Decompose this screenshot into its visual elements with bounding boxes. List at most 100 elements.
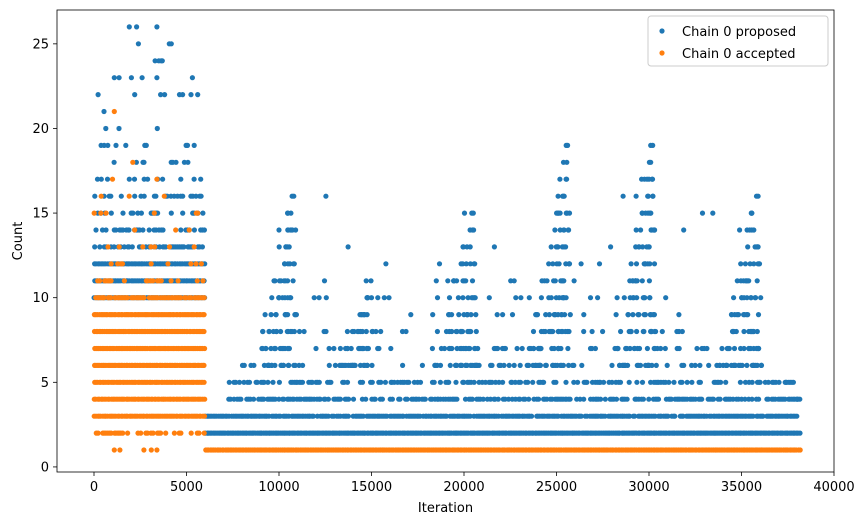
proposed-point	[201, 227, 207, 233]
proposed-point	[710, 210, 716, 216]
proposed-point	[453, 328, 459, 335]
proposed-point	[717, 362, 723, 368]
proposed-point	[783, 379, 789, 385]
proposed-point	[430, 312, 436, 318]
proposed-point	[794, 413, 800, 419]
proposed-point	[577, 396, 583, 402]
proposed-point	[131, 176, 138, 182]
proposed-point	[596, 261, 603, 267]
proposed-point	[672, 413, 678, 419]
proposed-point	[292, 312, 298, 318]
proposed-point	[469, 396, 475, 402]
legend-box	[647, 15, 829, 67]
proposed-point	[246, 379, 253, 385]
accepted-point	[98, 193, 104, 199]
proposed-point	[738, 261, 744, 267]
proposed-point	[241, 362, 247, 368]
proposed-point	[699, 210, 706, 216]
accepted-point	[103, 210, 109, 216]
proposed-point	[446, 312, 452, 318]
proposed-point	[406, 379, 412, 385]
proposed-point	[419, 362, 425, 368]
proposed-point	[563, 379, 569, 385]
proposed-point	[276, 396, 282, 402]
proposed-point	[519, 345, 525, 352]
proposed-point	[731, 345, 738, 352]
plot-area-frame	[56, 9, 835, 473]
proposed-point	[178, 176, 184, 182]
proposed-point	[154, 75, 160, 81]
proposed-point	[309, 379, 315, 385]
proposed-point	[128, 75, 134, 81]
proposed-point	[747, 227, 753, 233]
proposed-point	[111, 159, 117, 165]
proposed-point	[460, 261, 466, 267]
proposed-point	[566, 362, 572, 368]
accepted-point	[175, 278, 181, 284]
proposed-point	[251, 362, 257, 368]
proposed-point	[436, 261, 443, 267]
proposed-point	[694, 345, 700, 352]
proposed-point	[460, 295, 466, 301]
proposed-point	[554, 362, 560, 368]
accepted-point	[797, 447, 803, 453]
proposed-point	[447, 362, 453, 368]
proposed-point	[98, 176, 104, 182]
proposed-point	[191, 142, 197, 148]
proposed-point	[132, 92, 138, 98]
proposed-point	[564, 176, 570, 182]
proposed-point	[751, 227, 757, 233]
proposed-point	[552, 227, 558, 233]
proposed-point	[134, 24, 140, 30]
proposed-point	[180, 92, 186, 98]
proposed-point	[541, 379, 547, 385]
proposed-point	[369, 328, 375, 335]
proposed-point	[639, 278, 645, 284]
proposed-point	[704, 345, 710, 352]
proposed-point	[543, 362, 549, 368]
proposed-point	[719, 345, 725, 352]
proposed-point	[602, 396, 608, 402]
proposed-point	[445, 278, 451, 284]
accepted-point	[198, 261, 204, 267]
proposed-point	[556, 295, 562, 301]
proposed-point	[571, 362, 577, 368]
proposed-point	[461, 379, 467, 385]
proposed-point	[640, 244, 646, 250]
proposed-point	[749, 210, 755, 216]
proposed-point	[351, 362, 357, 368]
proposed-point	[571, 379, 577, 385]
proposed-point	[261, 379, 267, 385]
y-axis-label: Count	[11, 222, 26, 261]
proposed-point	[455, 295, 461, 301]
proposed-point	[538, 345, 544, 352]
proposed-point	[454, 278, 460, 284]
proposed-point	[121, 244, 127, 250]
proposed-point	[326, 362, 332, 368]
proposed-point	[731, 295, 737, 301]
proposed-point	[647, 261, 653, 267]
proposed-point	[559, 312, 565, 318]
proposed-point	[511, 278, 517, 284]
proposed-point	[160, 176, 166, 182]
proposed-point	[446, 379, 452, 385]
accepted-point	[201, 312, 207, 318]
proposed-point	[341, 362, 347, 368]
proposed-point	[567, 396, 573, 402]
proposed-point	[647, 210, 653, 216]
proposed-point	[111, 244, 117, 250]
proposed-point	[609, 362, 615, 368]
proposed-point	[725, 345, 731, 352]
accepted-point	[98, 210, 104, 216]
proposed-point	[269, 295, 275, 301]
accepted-point	[97, 278, 103, 284]
proposed-point	[480, 396, 486, 402]
proposed-point	[300, 362, 306, 368]
proposed-point	[310, 413, 316, 419]
x-axis: 0 5000 10000 15000 20000 25000 30000 35000 40000	[90, 472, 855, 495]
proposed-point	[453, 379, 459, 385]
proposed-point	[555, 328, 561, 335]
accepted-point	[91, 210, 97, 216]
proposed-point	[581, 312, 587, 318]
